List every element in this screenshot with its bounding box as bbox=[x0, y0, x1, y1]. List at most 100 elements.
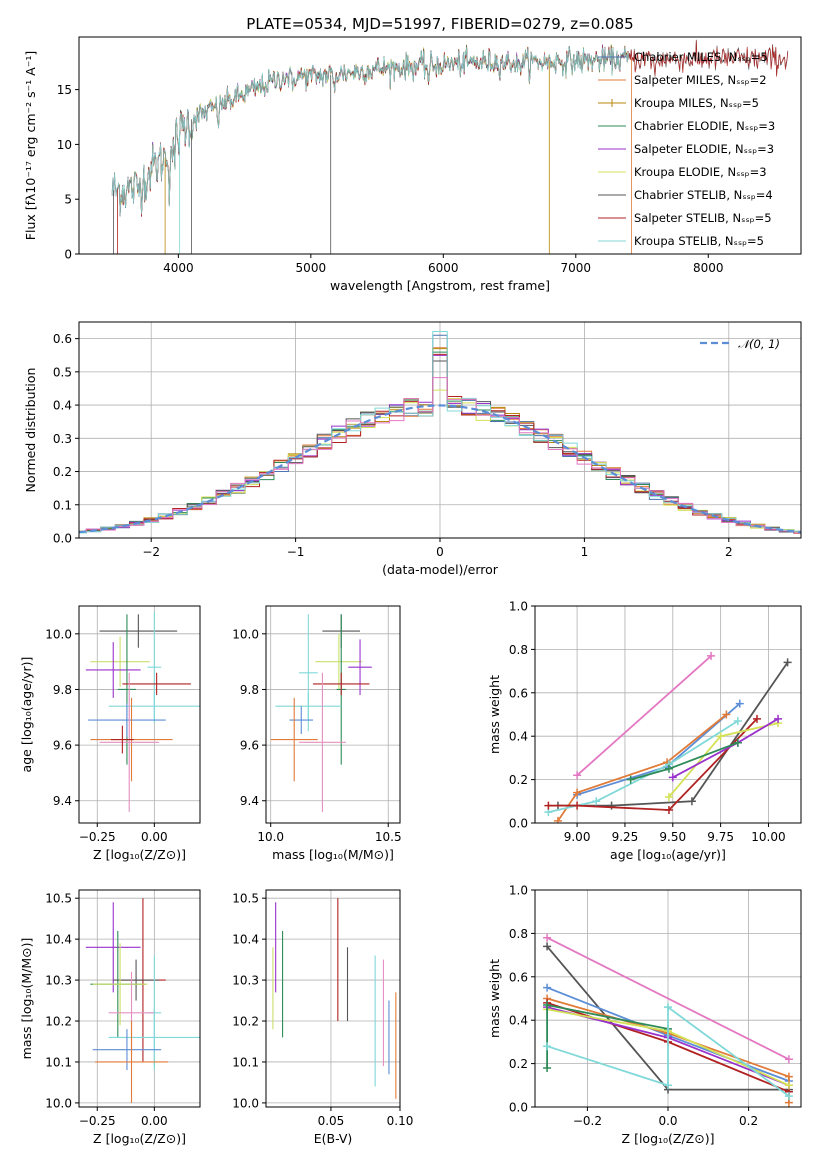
plot-area bbox=[79, 322, 801, 538]
x-tick-label: −0.2 bbox=[573, 1114, 602, 1128]
weight-marker-1-2 bbox=[687, 797, 696, 806]
axes-frame bbox=[78, 889, 201, 1108]
x-tick-label: −0.25 bbox=[79, 1114, 116, 1128]
panel-mass_vs_ebv: 0.05 0.10 10.0 10.1 10.2 10.3 10.4 10.5 E(B-V) bbox=[232, 889, 413, 1146]
x-tick-label: 0.2 bbox=[739, 1114, 758, 1128]
legend-label-6: Chabrier STELIB, Nₛₛₚ=4 bbox=[634, 188, 773, 202]
y-tick-label: 10.5 bbox=[232, 892, 259, 906]
weight-marker-6-2 bbox=[784, 1081, 793, 1090]
panel-age_vs_mass: 10.0 10.5 9.4 9.6 9.8 10.0 mass [log₁₀(M/M⊙)] bbox=[232, 605, 402, 862]
weight-marker-5-3 bbox=[752, 714, 761, 723]
y-tick-label: 0.6 bbox=[53, 332, 72, 346]
panel-spectrum: 4000 5000 6000 7000 8000 0 5 10 15 wavelength [An… bbox=[23, 36, 802, 293]
y-tick-label: 10.3 bbox=[232, 974, 259, 988]
x-tick-label: 0.00 bbox=[141, 1114, 168, 1128]
weight-marker-7-1 bbox=[543, 1001, 552, 1010]
weight-marker-2-2 bbox=[735, 699, 744, 708]
weight-marker-7-2 bbox=[774, 714, 783, 723]
y-tick-label: 9.8 bbox=[53, 683, 72, 697]
x-axis-label: Z [log₁₀(Z/Z⊙)] bbox=[93, 847, 186, 862]
y-tick-label: 10.0 bbox=[45, 1096, 72, 1110]
figure-title: PLATE=0534, MJD=51997, FIBERID=0279, z=0… bbox=[246, 15, 633, 33]
x-tick-label: 5000 bbox=[296, 261, 327, 275]
axes-frame bbox=[265, 889, 401, 1108]
y-axis-label: mass weight bbox=[487, 959, 502, 1038]
weight-marker-7-0 bbox=[668, 773, 677, 782]
weight-marker-4-3 bbox=[733, 717, 742, 726]
legend-label-1: Salpeter MILES, Nₛₛₚ=2 bbox=[634, 73, 767, 87]
weight-line-8 bbox=[546, 1005, 790, 1097]
weight-marker-6-0 bbox=[664, 792, 673, 801]
weight-marker-1-0 bbox=[543, 942, 552, 951]
plot-area bbox=[79, 606, 200, 823]
y-tick-label: 0.4 bbox=[509, 730, 528, 744]
y-tick-label: 10.0 bbox=[232, 627, 259, 641]
y-tick-label: 0.6 bbox=[509, 686, 528, 700]
axes-frame bbox=[534, 889, 802, 1108]
y-tick-label: 10 bbox=[57, 138, 72, 152]
x-tick-label: 9.50 bbox=[659, 830, 686, 844]
weight-marker-1-3 bbox=[783, 658, 792, 667]
weight-marker-5-0 bbox=[544, 801, 553, 810]
x-tick-label: 7000 bbox=[561, 261, 592, 275]
weight-marker-0-1 bbox=[707, 651, 716, 660]
axes-frame bbox=[78, 36, 802, 255]
x-tick-label: 9.25 bbox=[612, 830, 639, 844]
y-tick-label: 5 bbox=[64, 193, 72, 207]
plot-area bbox=[111, 39, 789, 254]
weight-marker-3-0 bbox=[553, 816, 562, 823]
x-tick-label: 9.00 bbox=[564, 830, 591, 844]
panel-residuals: −2 −1 0 1 2 0.0 0.1 0.2 0.3 0.4 0.5 0.6 (data-model)… bbox=[23, 321, 802, 577]
histogram-step-9 bbox=[79, 377, 801, 534]
y-tick-label: 10.0 bbox=[45, 627, 72, 641]
y-tick-label: 0.2 bbox=[509, 1057, 528, 1071]
x-axis-label: E(B-V) bbox=[314, 1131, 353, 1146]
y-tick-label: 0.4 bbox=[509, 1014, 528, 1028]
weight-line-0 bbox=[576, 655, 712, 776]
panel-mass_weight_vs_age: 9.00 9.25 9.50 9.75 10.00 0.0 0.2 0.4 0.6 0.8 1.0 a… bbox=[487, 600, 802, 862]
weight-line-6 bbox=[668, 722, 779, 798]
x-tick-label: 0.0 bbox=[658, 1114, 677, 1128]
weight-marker-1-1 bbox=[607, 801, 616, 810]
legend-label: 𝒩(0, 1) bbox=[738, 337, 780, 351]
panel-mass_weight_vs_Z: −0.2 0.0 0.2 0.0 0.2 0.4 0.6 0.8 1.0 Z [log₁₀(Z/Z… bbox=[487, 884, 802, 1146]
weight-marker-5-2 bbox=[664, 805, 673, 814]
y-axis-label: Flux [fλ10⁻¹⁷ erg cm⁻² s⁻¹ A⁻¹] bbox=[23, 51, 38, 240]
x-axis-label: wavelength [Angstrom, rest frame] bbox=[330, 278, 550, 293]
y-tick-label: 10.1 bbox=[232, 1055, 259, 1069]
weight-line-0 bbox=[546, 936, 790, 1061]
panel-age_vs_Z: −0.25 0.00 9.4 9.6 9.8 10.0 Z [log₁₀(Z/Z⊙)] age… bbox=[19, 605, 201, 862]
panel-mass_vs_Z: −0.25 0.00 10.0 10.1 10.2 10.3 10.4 10.5 Z [log₁… bbox=[19, 889, 201, 1146]
y-tick-label: 10.5 bbox=[45, 892, 72, 906]
y-tick-label: 9.4 bbox=[53, 794, 72, 808]
y-tick-label: 0.0 bbox=[509, 1101, 528, 1115]
y-tick-label: 0.5 bbox=[53, 365, 72, 379]
weight-marker-8-3 bbox=[784, 1092, 793, 1101]
x-axis-label: age [log₁₀(age/yr)] bbox=[610, 847, 726, 862]
weight-line-5 bbox=[548, 718, 758, 811]
weight-marker-5-1 bbox=[573, 801, 582, 810]
axes-frame bbox=[534, 605, 802, 824]
weight-marker-4-1 bbox=[592, 797, 601, 806]
y-tick-label: 10.2 bbox=[232, 1015, 259, 1029]
x-tick-label: 1 bbox=[581, 545, 589, 559]
axes-frame bbox=[78, 605, 201, 824]
y-tick-label: 9.8 bbox=[240, 683, 259, 697]
spectrum-line-8 bbox=[111, 46, 630, 216]
y-tick-label: 0.6 bbox=[509, 970, 528, 984]
plot-area bbox=[535, 890, 801, 1107]
x-axis-label: (data-model)/error bbox=[382, 562, 499, 577]
y-tick-label: 0.0 bbox=[509, 817, 528, 831]
y-tick-label: 9.6 bbox=[240, 739, 259, 753]
y-tick-label: 10.2 bbox=[45, 1015, 72, 1029]
weight-marker-0-0 bbox=[573, 771, 582, 780]
y-tick-label: 10.1 bbox=[45, 1055, 72, 1069]
legend-label-8: Kroupa STELIB, Nₛₛₚ=5 bbox=[634, 234, 764, 248]
weight-marker-2-0 bbox=[543, 983, 552, 992]
weight-marker-8-0 bbox=[626, 775, 635, 784]
legend-label-7: Salpeter STELIB, Nₛₛₚ=5 bbox=[634, 211, 772, 225]
x-tick-label: 10.0 bbox=[257, 830, 284, 844]
x-tick-label: 8000 bbox=[693, 261, 724, 275]
plot-area bbox=[535, 606, 801, 823]
